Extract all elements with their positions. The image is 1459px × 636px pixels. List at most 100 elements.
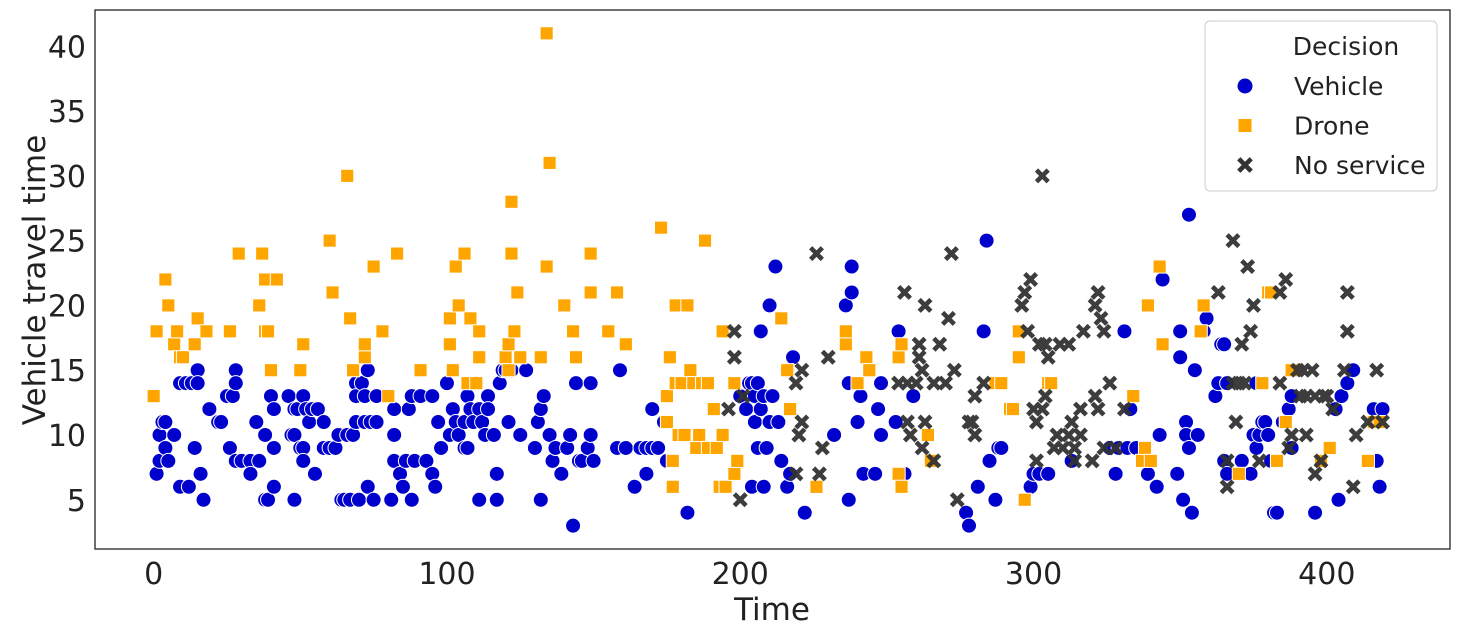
data-point-drone <box>718 479 733 494</box>
data-point-vehicle <box>532 491 549 508</box>
data-point-drone <box>158 272 173 287</box>
y-axis-label: Vehicle travel time <box>17 135 53 426</box>
data-point-vehicle <box>192 465 209 482</box>
data-point-no-service <box>946 362 962 378</box>
data-point-drone <box>457 246 472 261</box>
data-point-no-service <box>1219 479 1235 495</box>
data-point-drone <box>442 311 457 326</box>
data-point-drone <box>542 155 557 170</box>
data-point-vehicle <box>166 426 183 443</box>
data-point-no-service <box>1061 427 1077 443</box>
data-point-vehicle <box>1268 504 1285 521</box>
data-point-no-service <box>1017 284 1033 300</box>
data-point-vehicle <box>459 439 476 456</box>
data-point-no-service <box>791 427 807 443</box>
data-point-vehicle <box>1172 349 1189 366</box>
data-point-drone <box>366 259 381 274</box>
legend: Decision Vehicle Drone No service <box>1204 20 1438 192</box>
data-point-drone <box>472 350 487 365</box>
data-point-vehicle <box>767 258 784 275</box>
data-point-vehicle <box>553 465 570 482</box>
data-point-vehicle <box>350 491 367 508</box>
data-point-no-service <box>1304 362 1320 378</box>
data-point-drone <box>346 363 361 378</box>
data-point-no-service <box>1313 453 1329 469</box>
data-point-no-service <box>964 414 980 430</box>
data-point-vehicle <box>1198 310 1215 327</box>
data-point-vehicle <box>418 452 435 469</box>
data-point-vehicle <box>1180 439 1197 456</box>
data-point-vehicle <box>157 414 174 431</box>
data-point-vehicle <box>257 426 274 443</box>
data-point-no-service <box>917 414 933 430</box>
data-point-vehicle <box>840 491 857 508</box>
data-point-drone <box>674 376 689 391</box>
data-point-drone <box>715 427 730 443</box>
data-point-no-service <box>1049 427 1065 443</box>
data-point-no-service <box>1108 440 1124 456</box>
data-point-drone <box>167 337 182 352</box>
data-point-drone <box>709 440 724 455</box>
data-point-vehicle <box>532 401 549 418</box>
axis-ticks: 0 100 200 300 400 5 10 15 20 25 30 35 40 <box>48 30 1356 592</box>
data-point-vehicle <box>873 375 890 392</box>
data-point-drone <box>1140 298 1155 313</box>
data-point-vehicle <box>500 414 517 431</box>
data-point-drone <box>187 337 202 352</box>
data-point-no-service <box>1102 375 1118 391</box>
data-point-vehicle <box>870 401 887 418</box>
data-point-no-service <box>1336 362 1352 378</box>
data-point-drone <box>357 350 372 365</box>
data-point-drone <box>689 440 704 455</box>
y-tick-label: 40 <box>48 30 86 65</box>
data-point-no-service <box>943 246 959 262</box>
data-point-vehicle <box>562 426 579 443</box>
data-point-drone <box>501 363 516 378</box>
data-point-no-service <box>1319 388 1335 404</box>
data-point-no-service <box>926 453 942 469</box>
data-point-vehicle <box>969 478 986 495</box>
data-point-no-service <box>1278 272 1294 287</box>
data-point-vehicle <box>485 426 502 443</box>
legend-marker-no-service <box>1237 157 1253 173</box>
data-point-no-service <box>1087 297 1103 313</box>
data-point-drone <box>222 324 237 339</box>
data-point-vehicle <box>529 414 546 431</box>
data-point-vehicle <box>582 375 599 392</box>
data-point-vehicle <box>749 375 766 392</box>
data-point-drone <box>1017 492 1032 507</box>
data-point-vehicle <box>770 414 787 431</box>
y-tick-label: 35 <box>48 95 86 130</box>
data-point-no-service <box>1339 323 1355 339</box>
data-point-no-service <box>1087 388 1103 404</box>
data-point-drone <box>448 259 463 274</box>
data-point-vehicle <box>248 414 265 431</box>
data-point-vehicle <box>403 491 420 508</box>
data-point-vehicle <box>1175 491 1192 508</box>
data-point-drone <box>381 389 396 404</box>
data-point-drone <box>1155 337 1170 352</box>
data-point-no-service <box>1272 284 1288 300</box>
data-point-drone <box>680 298 695 313</box>
data-point-no-service <box>1034 168 1050 184</box>
data-point-vehicle <box>315 414 332 431</box>
data-point-vehicle <box>535 388 552 405</box>
data-point-no-service <box>1093 310 1109 326</box>
data-point-vehicle <box>471 491 488 508</box>
data-point-vehicle <box>1116 323 1133 340</box>
data-point-no-service <box>897 284 912 300</box>
data-point-vehicle <box>251 452 268 469</box>
data-point-vehicle <box>958 504 975 521</box>
data-point-no-service <box>1028 414 1044 430</box>
data-point-vehicle <box>1040 465 1057 482</box>
data-point-drone <box>894 337 909 352</box>
data-point-drone <box>293 363 308 378</box>
data-point-drone <box>1152 259 1167 274</box>
data-point-vehicle <box>961 517 978 534</box>
data-point-drone <box>850 376 865 391</box>
data-point-no-service <box>1375 414 1391 430</box>
data-point-vehicle <box>265 401 282 418</box>
data-point-no-service <box>811 466 827 482</box>
data-point-drone <box>533 350 548 365</box>
